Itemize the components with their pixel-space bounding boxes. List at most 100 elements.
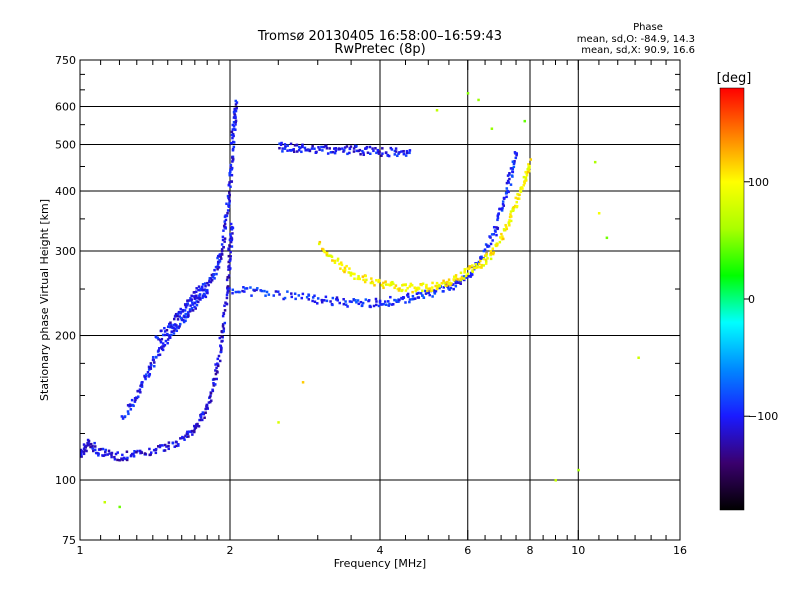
echo-point (223, 321, 227, 325)
echo-point (521, 187, 524, 190)
echo-point (454, 274, 458, 277)
echo-point (179, 307, 182, 311)
echo-point (243, 290, 246, 293)
echo-point (384, 151, 388, 154)
echo-point (191, 303, 195, 306)
echo-point (492, 225, 496, 229)
echo-point (402, 296, 405, 299)
echo-point (293, 292, 297, 296)
echo-point (378, 301, 382, 304)
echo-point (184, 312, 187, 316)
echo-point (431, 295, 434, 298)
echo-point (420, 283, 423, 287)
echo-point (342, 297, 345, 301)
echo-point (497, 212, 501, 215)
echo-point (190, 298, 194, 301)
echo-point (466, 272, 470, 276)
echo-point (489, 242, 493, 246)
echo-point (454, 284, 458, 288)
echo-point (377, 304, 381, 308)
echo-point (149, 367, 153, 370)
echo-point (427, 291, 430, 294)
echo-point (396, 154, 399, 158)
echo-point (163, 343, 167, 347)
echo-point (459, 282, 462, 285)
echo-point (220, 346, 223, 350)
echo-point (193, 290, 196, 294)
echo-point (343, 146, 347, 149)
echo-point (227, 205, 231, 208)
echo-point (490, 127, 494, 130)
echo-point (345, 264, 348, 268)
echo-point (199, 418, 203, 422)
echo-point (184, 434, 187, 438)
echo-point (214, 369, 217, 372)
echo-point (147, 368, 151, 371)
echo-point (369, 305, 372, 309)
echo-point (377, 278, 381, 282)
echo-point (496, 216, 500, 220)
echo-point (234, 123, 237, 126)
echo-point (508, 177, 511, 181)
echo-point (242, 286, 245, 289)
y-tick-label: 300 (55, 245, 76, 258)
echo-point (232, 125, 236, 128)
echo-point (290, 295, 294, 299)
echo-point (218, 253, 222, 256)
echo-point (515, 200, 518, 204)
echo-point (228, 238, 232, 242)
colorbar-label: [deg] (717, 71, 752, 86)
echo-point (229, 170, 232, 174)
echo-point (325, 251, 329, 255)
echo-point (201, 296, 204, 299)
echo-point (244, 287, 247, 290)
echo-point (203, 416, 206, 419)
echo-point (485, 254, 488, 257)
echo-point (207, 401, 211, 404)
echo-point (313, 294, 316, 298)
echo-point (189, 304, 192, 307)
echo-point (292, 148, 295, 151)
echo-point (264, 294, 267, 297)
echo-point (226, 194, 230, 198)
echo-point (191, 309, 195, 312)
echo-point (475, 265, 479, 268)
echo-point (253, 289, 256, 292)
echo-point (229, 250, 232, 254)
echo-point (416, 288, 419, 291)
echo-point (523, 119, 527, 123)
y-tick-label: 100 (55, 474, 76, 487)
echo-point (129, 404, 132, 407)
echo-point (440, 282, 444, 285)
echo-point (377, 152, 381, 155)
echo-point (232, 128, 236, 131)
echo-point (213, 268, 216, 272)
echo-point (186, 311, 190, 314)
echo-point (101, 447, 105, 451)
echo-point (241, 289, 244, 293)
echo-point (168, 334, 172, 337)
echo-point (500, 232, 503, 236)
echo-point (506, 189, 509, 193)
echo-point (398, 151, 401, 154)
echo-point (406, 292, 410, 296)
echo-point (321, 149, 324, 152)
echo-point (369, 152, 372, 156)
echo-point (184, 306, 188, 309)
echo-point (295, 143, 299, 147)
echo-point (175, 329, 179, 333)
echo-point (322, 145, 326, 149)
echo-point (438, 286, 441, 290)
echo-point (421, 289, 424, 293)
echo-point (153, 361, 156, 364)
echo-point (216, 265, 219, 268)
echo-point (406, 294, 409, 297)
echo-point (126, 410, 130, 413)
echo-point (227, 247, 231, 251)
echo-point (321, 248, 325, 251)
echo-point (140, 383, 143, 387)
echo-point (113, 458, 117, 461)
echo-point (378, 150, 381, 154)
echo-point (333, 147, 336, 150)
x-tick-label: 10 (571, 544, 585, 557)
